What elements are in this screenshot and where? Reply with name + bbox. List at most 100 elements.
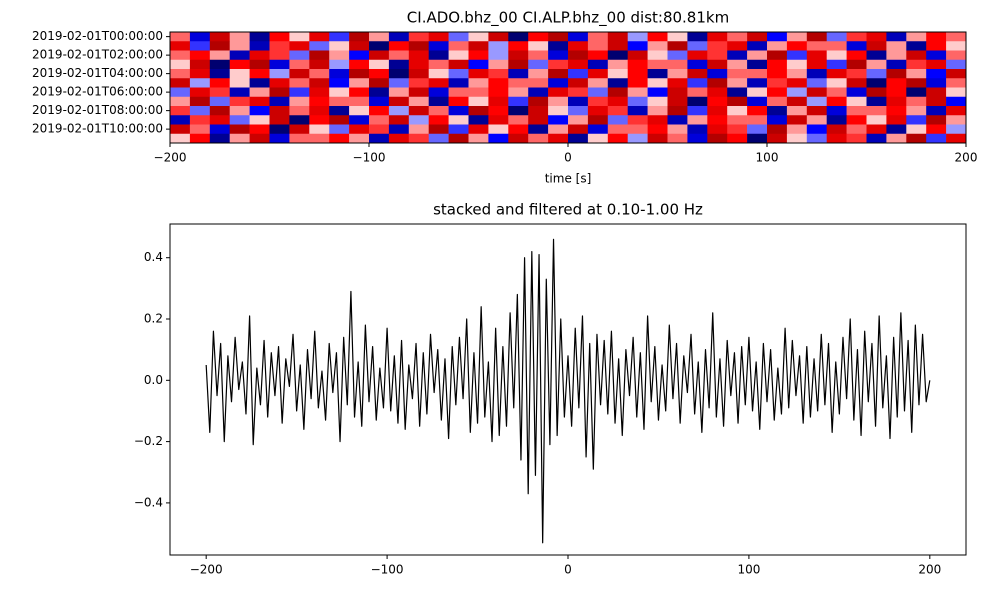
heatmap-cell <box>627 96 648 107</box>
heatmap-cell <box>707 124 728 135</box>
heatmap-cell <box>906 87 927 98</box>
heatmap-cell <box>568 96 589 107</box>
heatmap-cell <box>786 115 808 125</box>
heatmap-cell <box>747 59 768 70</box>
heatmap-cell <box>229 133 250 144</box>
heatmap-cell <box>408 32 429 42</box>
heatmap-cell <box>229 32 250 42</box>
heatmap-cell <box>269 133 290 144</box>
heatmap-cell <box>806 32 827 42</box>
heatmap-cell <box>826 87 847 98</box>
heatmap-cell <box>548 50 569 61</box>
heatmap-cell <box>786 133 808 144</box>
heatmap-cell <box>170 87 191 98</box>
heatmap-cell <box>528 59 549 70</box>
heatmap-cell <box>886 106 907 116</box>
x-tick-label: 0 <box>564 563 572 577</box>
heatmap-cell <box>189 41 211 51</box>
heatmap-cell <box>309 124 330 135</box>
heatmap-cell <box>269 50 290 61</box>
heatmap-cell <box>229 69 250 79</box>
heatmap-cell <box>548 41 569 51</box>
heatmap-cell <box>727 133 748 144</box>
heatmap-cell <box>866 78 887 88</box>
heatmap-cell <box>826 96 847 107</box>
heatmap-cell <box>349 115 370 125</box>
heatmap-cell <box>727 106 748 116</box>
heatmap-cell <box>826 50 847 61</box>
heatmap-cell <box>508 59 529 70</box>
heatmap-cell <box>349 59 370 70</box>
heatmap-cell <box>767 41 788 51</box>
heatmap-cell <box>528 133 549 144</box>
heatmap-cell <box>468 124 489 135</box>
y-tick-label: 2019-02-01T06:00:00 <box>32 85 163 99</box>
y-tick-label: 2019-02-01T00:00:00 <box>32 29 163 43</box>
heatmap-cell <box>508 115 529 125</box>
heatmap-cell <box>627 106 648 116</box>
heatmap-cell <box>548 96 569 107</box>
heatmap-cell <box>906 78 927 88</box>
heatmap-cell <box>846 124 867 135</box>
heatmap-cell <box>786 87 808 98</box>
heatmap-cell <box>448 69 469 79</box>
heatmap-cell <box>846 87 867 98</box>
heatmap-cell <box>707 69 728 79</box>
heatmap-cell <box>667 32 688 42</box>
heatmap-cell <box>627 69 648 79</box>
heatmap-cell <box>508 78 529 88</box>
heatmap-cell <box>568 59 589 70</box>
heatmap-cell <box>926 96 947 107</box>
heatmap-cell <box>806 87 827 98</box>
chart-title: stacked and filtered at 0.10-1.00 Hz <box>433 201 703 219</box>
heatmap-cell <box>508 124 529 135</box>
heatmap-cell <box>786 41 808 51</box>
heatmap-cell <box>349 32 370 42</box>
heatmap-cell <box>926 133 947 144</box>
x-tick-label: 100 <box>737 563 760 577</box>
heatmap-cell <box>946 115 967 125</box>
heatmap-cell <box>329 78 350 88</box>
heatmap-cell <box>627 32 648 42</box>
heatmap-cell <box>349 69 370 79</box>
heatmap-cell <box>607 32 628 42</box>
heatmap-cell <box>886 78 907 88</box>
heatmap-cell <box>488 32 509 42</box>
heatmap-cell <box>528 96 549 107</box>
heatmap-cell <box>826 59 847 70</box>
heatmap-cell <box>369 124 390 135</box>
heatmap-cell <box>249 106 270 116</box>
heatmap-cell <box>886 124 907 135</box>
heatmap-cell <box>428 78 449 88</box>
heatmap-cell <box>786 32 808 42</box>
heatmap-cell <box>607 133 628 144</box>
heatmap-cell <box>747 115 768 125</box>
heatmap-cell <box>687 96 708 107</box>
heatmap-cell <box>349 106 370 116</box>
heatmap-cell <box>508 32 529 42</box>
heatmap-cell <box>627 41 648 51</box>
heatmap-cell <box>846 59 867 70</box>
heatmap-cell <box>826 133 847 144</box>
heatmap-cell <box>826 106 847 116</box>
heatmap-cell <box>309 32 330 42</box>
heatmap-cell <box>906 32 927 42</box>
heatmap-cell <box>886 69 907 79</box>
heatmap-cell <box>488 59 509 70</box>
heatmap-cell <box>209 59 230 70</box>
heatmap-cell <box>568 69 589 79</box>
heatmap-cell <box>866 106 887 116</box>
heatmap-cell <box>369 115 390 125</box>
heatmap-cell <box>309 133 330 144</box>
heatmap-cell <box>806 41 827 51</box>
heatmap-cell <box>687 41 708 51</box>
heatmap-cell <box>448 133 469 144</box>
heatmap-cell <box>767 106 788 116</box>
heatmap-cell <box>926 59 947 70</box>
heatmap-cell <box>647 50 668 61</box>
x-tick-label: 0 <box>564 151 572 165</box>
heatmap-cell <box>767 69 788 79</box>
heatmap-cell <box>886 133 907 144</box>
heatmap-cell <box>428 87 449 98</box>
heatmap-cell <box>269 32 290 42</box>
